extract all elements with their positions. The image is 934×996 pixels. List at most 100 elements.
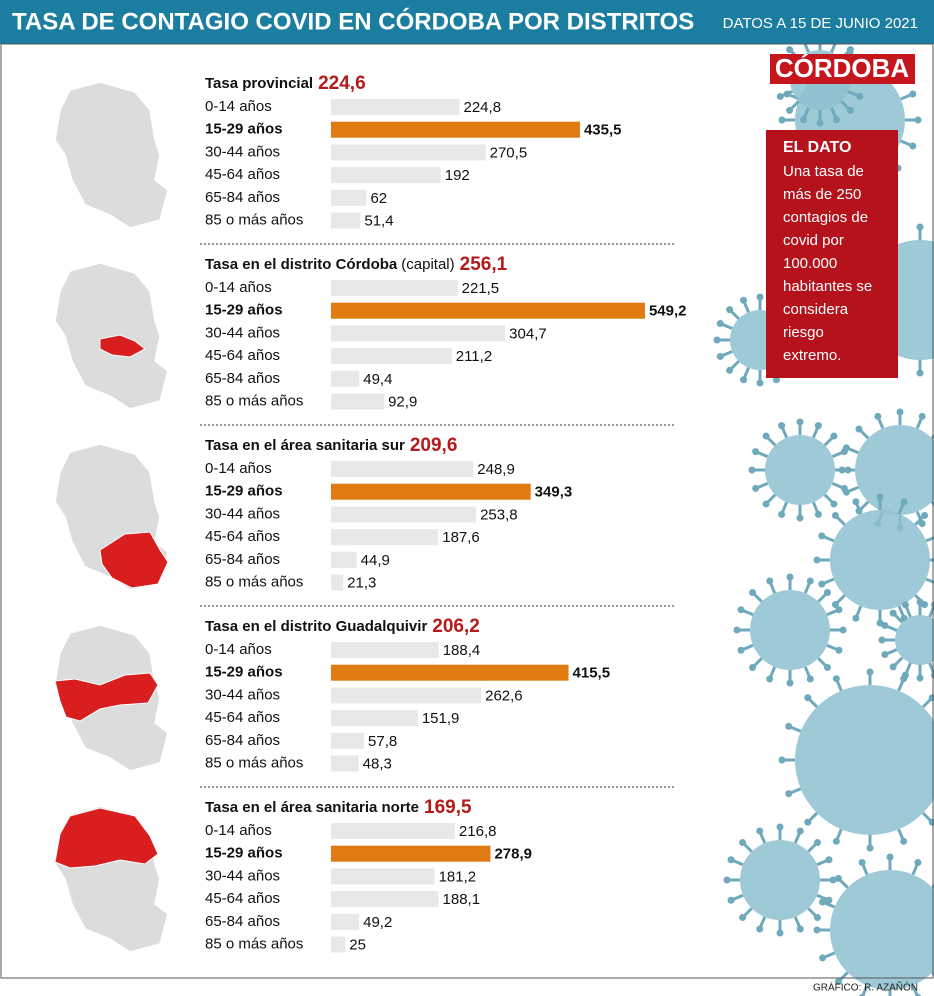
note-line: más de 250 [783, 186, 861, 203]
value-label: 44,9 [361, 552, 390, 569]
value-label: 435,5 [584, 122, 622, 139]
bar [331, 529, 439, 546]
virus-body [830, 870, 934, 990]
category-label: 65-84 años [205, 189, 280, 206]
virus-spike-tip [756, 293, 764, 301]
bar [331, 99, 460, 115]
category-label: 65-84 años [205, 913, 280, 930]
virus-spike-tip [825, 896, 833, 904]
note-line: habitantes se [783, 278, 872, 295]
panel-title-text: Tasa provincial [205, 75, 313, 92]
value-label: 48,3 [363, 755, 392, 772]
category-label: 45-64 años [205, 528, 280, 545]
category-label: 15-29 años [205, 664, 283, 681]
virus-spike-tip [816, 119, 824, 127]
bar [331, 167, 441, 184]
virus-spike-tip [804, 818, 812, 826]
bar [331, 483, 531, 500]
virus-body [855, 425, 934, 515]
panel-title-text: Tasa en el distrito Córdoba [205, 256, 398, 273]
virus-spike-tip [832, 675, 840, 683]
note-line: extremo. [783, 347, 841, 364]
map [54, 624, 169, 772]
category-label: 65-84 años [205, 732, 280, 749]
category-label: 30-44 años [205, 505, 280, 522]
header-date: DATOS A 15 DE JUNIO 2021 [723, 15, 918, 32]
panel-title-text: Tasa en el distrito Guadalquivir [205, 618, 427, 635]
virus-spike-tip [846, 46, 854, 54]
virus-spike-tip [874, 412, 882, 420]
value-label: 21,3 [347, 574, 376, 591]
virus-spike-tip [776, 823, 784, 831]
virus-spike-tip [921, 511, 929, 519]
virus-spike-tip [716, 352, 724, 360]
bar [331, 868, 435, 885]
category-label: 85 o más años [205, 211, 303, 228]
panel-rate: 206,2 [432, 616, 480, 637]
panel-subtitle: (capital) [401, 256, 454, 273]
virus-spike-tip [832, 837, 840, 845]
virus-spike-tip [914, 116, 922, 124]
category-label: 0-14 años [205, 98, 272, 115]
virus-spike-tip [823, 589, 831, 597]
virus-spike-tip [832, 116, 840, 124]
bar [331, 302, 645, 319]
value-label: 216,8 [459, 823, 497, 840]
virus-spike-tip [844, 466, 852, 474]
panel-title-text: Tasa en el área sanitaria norte [205, 799, 419, 816]
note-title: EL DATO [783, 139, 851, 156]
category-label: 45-64 años [205, 166, 280, 183]
virus-spike-tip [916, 369, 924, 377]
map [54, 262, 169, 410]
virus-spike-tip [813, 556, 821, 564]
virus-spike-tip [739, 839, 747, 847]
bar [331, 461, 474, 477]
header-title: TASA DE CONTAGIO COVID EN CÓRDOBA POR DI… [12, 7, 694, 35]
value-label: 270,5 [490, 144, 528, 161]
bar [331, 325, 506, 342]
category-label: 45-64 años [205, 709, 280, 726]
panel-title-text: Tasa en el área sanitaria sur [205, 437, 405, 454]
virus-spike-tip [881, 621, 889, 629]
value-label: 304,7 [509, 325, 547, 342]
virus-spike-tip [835, 606, 843, 614]
virus-spike-tip [909, 90, 917, 98]
virus-body [830, 510, 930, 610]
value-label: 92,9 [388, 393, 417, 410]
value-label: 187,6 [442, 529, 480, 546]
category-label: 85 o más años [205, 392, 303, 409]
virus-spike [925, 577, 934, 584]
virus-spike-tip [819, 898, 827, 906]
virus-spike-tip [804, 694, 812, 702]
credit: GRÁFICO: R. AZAÑÓN [813, 981, 918, 994]
virus-spike-tip [749, 589, 757, 597]
virus-spike-tip [818, 532, 826, 540]
bar [331, 280, 458, 296]
category-label: 45-64 años [205, 890, 280, 907]
note-line: covid por [783, 232, 844, 249]
virus-spike-tip [776, 92, 784, 100]
virus-spike-tip [749, 663, 757, 671]
virus-spike-tip [723, 876, 731, 884]
virus-spike-tip [766, 577, 774, 585]
bar [331, 913, 360, 930]
panel-title: Tasa en el área sanitaria norte 169,5 [205, 797, 472, 818]
virus-body [795, 685, 934, 835]
value-label: 192 [445, 167, 470, 184]
virus-spike-tip [814, 510, 822, 518]
note-line: contagios de [783, 209, 868, 226]
virus-spike-tip [916, 223, 924, 231]
virus-spike-tip [834, 874, 842, 882]
category-label: 0-14 años [205, 641, 272, 658]
virus-spike-tip [900, 498, 908, 506]
brand-box [770, 54, 915, 84]
map-region [99, 334, 146, 358]
value-label: 57,8 [368, 733, 397, 750]
virus-spike-tip [858, 859, 866, 867]
value-label: 51,4 [364, 212, 393, 229]
virus-spike-tip [776, 929, 784, 937]
bar [331, 687, 482, 704]
category-label: 15-29 años [205, 121, 283, 138]
map-region [54, 807, 159, 869]
virus-spike-tip [733, 626, 741, 634]
